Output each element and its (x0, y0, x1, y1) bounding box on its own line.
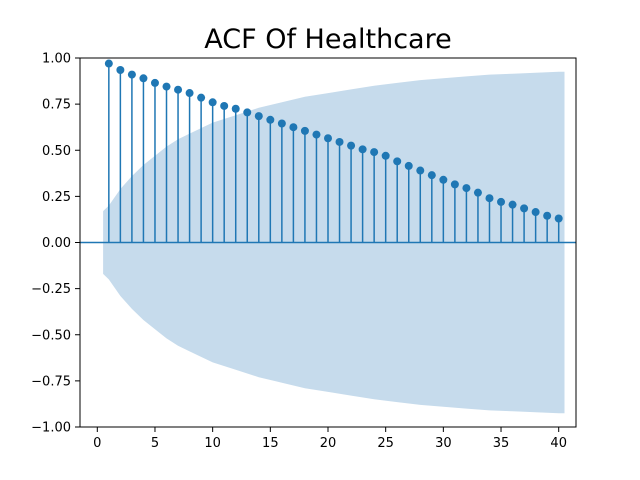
acf-point (220, 101, 229, 110)
acf-point (473, 188, 482, 197)
y-tick-label: −0.75 (31, 374, 71, 389)
y-tick-label: −1.00 (31, 421, 71, 436)
acf-point (104, 59, 113, 68)
axes-layer: 0 5 10 15 20 25 30 35 40 1.00 0.75 0.50 0.25 0.00 −0.2… (31, 52, 577, 451)
stems-layer (104, 59, 563, 243)
x-tick-label: 10 (204, 436, 221, 451)
x-tick-label: 5 (151, 436, 159, 451)
acf-point (358, 145, 367, 154)
acf-point (520, 204, 529, 213)
x-tick-label: 25 (377, 436, 394, 451)
acf-point (197, 93, 206, 102)
acf-point (116, 65, 125, 74)
x-tick-label: 30 (435, 436, 452, 451)
acf-point (416, 166, 425, 175)
acf-point (277, 119, 286, 128)
y-tick-label: −0.25 (31, 282, 71, 297)
chart-title: ACF Of Healthcare (204, 24, 451, 55)
acf-point (324, 134, 332, 143)
x-tick-label: 40 (550, 436, 567, 451)
acf-point (266, 115, 275, 124)
acf-point (485, 194, 494, 203)
acf-point (312, 130, 321, 139)
x-tick-label: 15 (262, 436, 279, 451)
acf-point (162, 82, 171, 91)
y-tick-label: 0.75 (42, 98, 71, 113)
acf-point (347, 141, 356, 150)
acf-point (370, 148, 379, 157)
y-tick-label: 0.25 (42, 190, 71, 205)
acf-point (450, 180, 459, 189)
acf-point (243, 108, 252, 117)
acf-point (393, 157, 402, 166)
acf-point (208, 98, 217, 107)
acf-point (404, 161, 413, 170)
x-tick-label: 35 (493, 436, 510, 451)
acf-point (543, 211, 552, 220)
x-tick-label: 20 (320, 436, 337, 451)
acf-point (462, 184, 471, 193)
y-tick-label: 1.00 (42, 52, 71, 67)
acf-point (150, 78, 159, 87)
x-tick-label: 0 (93, 436, 101, 451)
y-tick-label: 0.00 (42, 236, 71, 251)
acf-point (439, 175, 448, 184)
acf-point (335, 137, 344, 146)
y-tick-label: −0.50 (31, 328, 71, 343)
acf-point (427, 171, 436, 180)
y-tick-label: 0.50 (42, 144, 71, 159)
acf-point (531, 208, 540, 217)
acf-point (139, 74, 148, 83)
acf-point (127, 70, 136, 79)
acf-point (174, 85, 183, 94)
acf-point (300, 126, 309, 135)
acf-point (381, 151, 390, 160)
acf-point (289, 123, 298, 132)
acf-point (497, 197, 506, 206)
acf-point (554, 214, 563, 223)
acf-point (254, 112, 263, 121)
acf-point (508, 200, 517, 209)
acf-point (231, 104, 240, 113)
acf-point (185, 89, 194, 98)
